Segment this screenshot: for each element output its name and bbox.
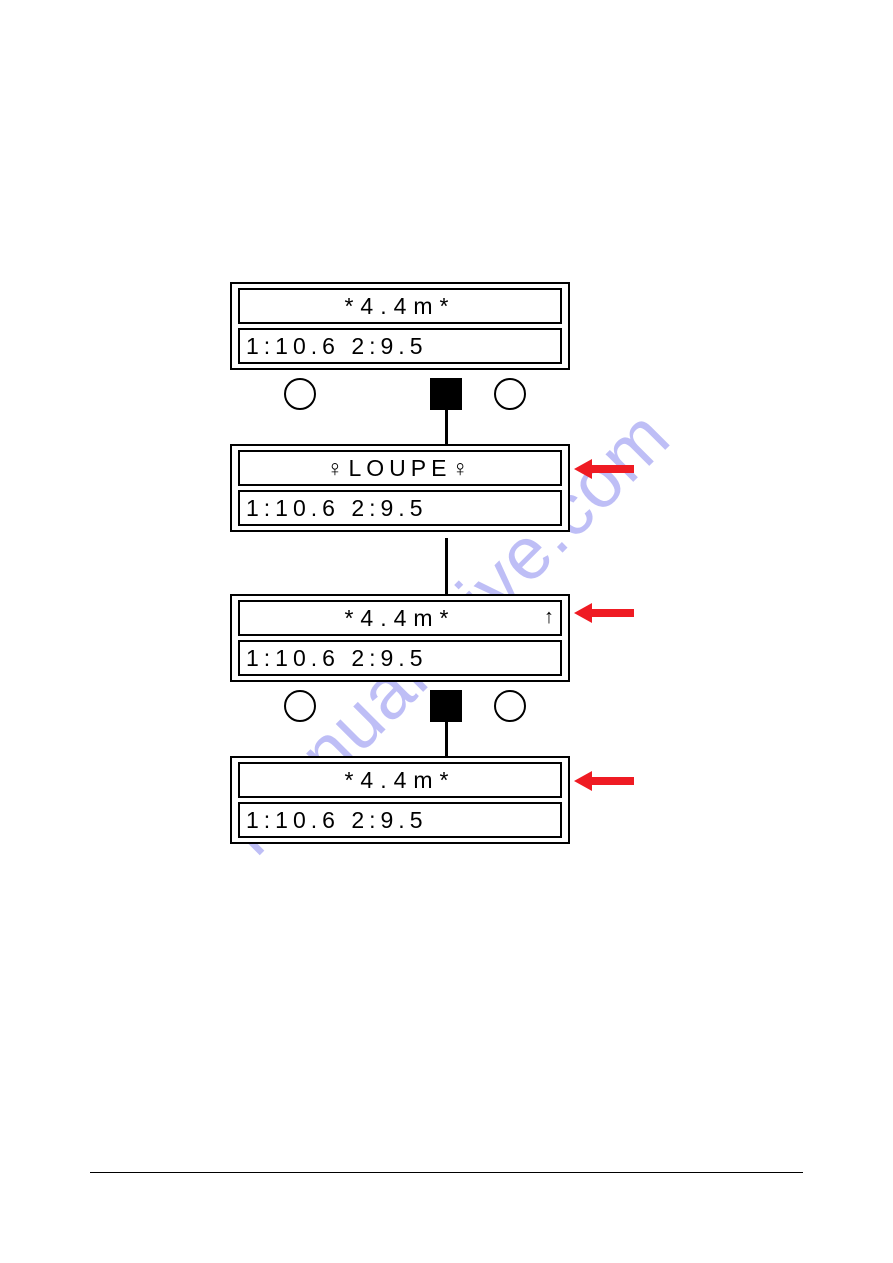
panel-4-line-2: 1:10.6 2:9.5 — [238, 802, 562, 838]
flow-diagram: *4.4m* 1:10.6 2:9.5 ♀LOUPE♀ 1:10.6 2:9.5 — [230, 282, 730, 862]
panel-2-row-2-wrap: 1:10.6 2:9.5 — [232, 490, 568, 530]
red-arrow-icon-1 — [574, 458, 634, 480]
center-square-button-2[interactable] — [430, 690, 462, 722]
left-circle-button-2[interactable] — [284, 690, 316, 722]
controls-row-1 — [230, 378, 570, 418]
panel-2-line-1-text: ♀LOUPE♀ — [326, 455, 473, 482]
up-arrow-icon: ↑ — [544, 606, 554, 629]
panel-2-line-2: 1:10.6 2:9.5 — [238, 490, 562, 526]
left-circle-button-1[interactable] — [284, 378, 316, 410]
footer-divider — [90, 1172, 803, 1173]
panel-1-row-2-wrap: 1:10.6 2:9.5 — [232, 328, 568, 368]
connector-line-2 — [445, 538, 448, 598]
display-panel-1: *4.4m* 1:10.6 2:9.5 — [230, 282, 570, 370]
panel-3-line-1: *4.4m* ↑ — [238, 600, 562, 636]
panel-4-row-1-wrap: *4.4m* — [232, 758, 568, 802]
display-panel-3: *4.4m* ↑ 1:10.6 2:9.5 — [230, 594, 570, 682]
right-circle-button-1[interactable] — [494, 378, 526, 410]
panel-1-line-2: 1:10.6 2:9.5 — [238, 328, 562, 364]
panel-3-row-2-wrap: 1:10.6 2:9.5 — [232, 640, 568, 680]
right-circle-button-2[interactable] — [494, 690, 526, 722]
center-square-button-1[interactable] — [430, 378, 462, 410]
display-panel-2: ♀LOUPE♀ 1:10.6 2:9.5 — [230, 444, 570, 532]
panel-2-row-1-wrap: ♀LOUPE♀ — [232, 446, 568, 490]
panel-4-line-1: *4.4m* — [238, 762, 562, 798]
panel-2-line-1: ♀LOUPE♀ — [238, 450, 562, 486]
red-arrow-icon-2 — [574, 602, 634, 624]
document-page: manualshive.com *4.4m* 1:10.6 2:9.5 ♀LOU… — [0, 0, 893, 1263]
display-panel-4: *4.4m* 1:10.6 2:9.5 — [230, 756, 570, 844]
connector-line-1 — [445, 410, 448, 448]
red-arrow-icon-3 — [574, 770, 634, 792]
panel-1-row-1-wrap: *4.4m* — [232, 284, 568, 328]
panel-3-line-1-text: *4.4m* — [344, 605, 455, 632]
panel-3-row-1-wrap: *4.4m* ↑ — [232, 596, 568, 640]
controls-row-2 — [230, 690, 570, 730]
panel-3-line-2: 1:10.6 2:9.5 — [238, 640, 562, 676]
connector-line-3 — [445, 722, 448, 760]
panel-1-line-1: *4.4m* — [238, 288, 562, 324]
panel-4-row-2-wrap: 1:10.6 2:9.5 — [232, 802, 568, 842]
